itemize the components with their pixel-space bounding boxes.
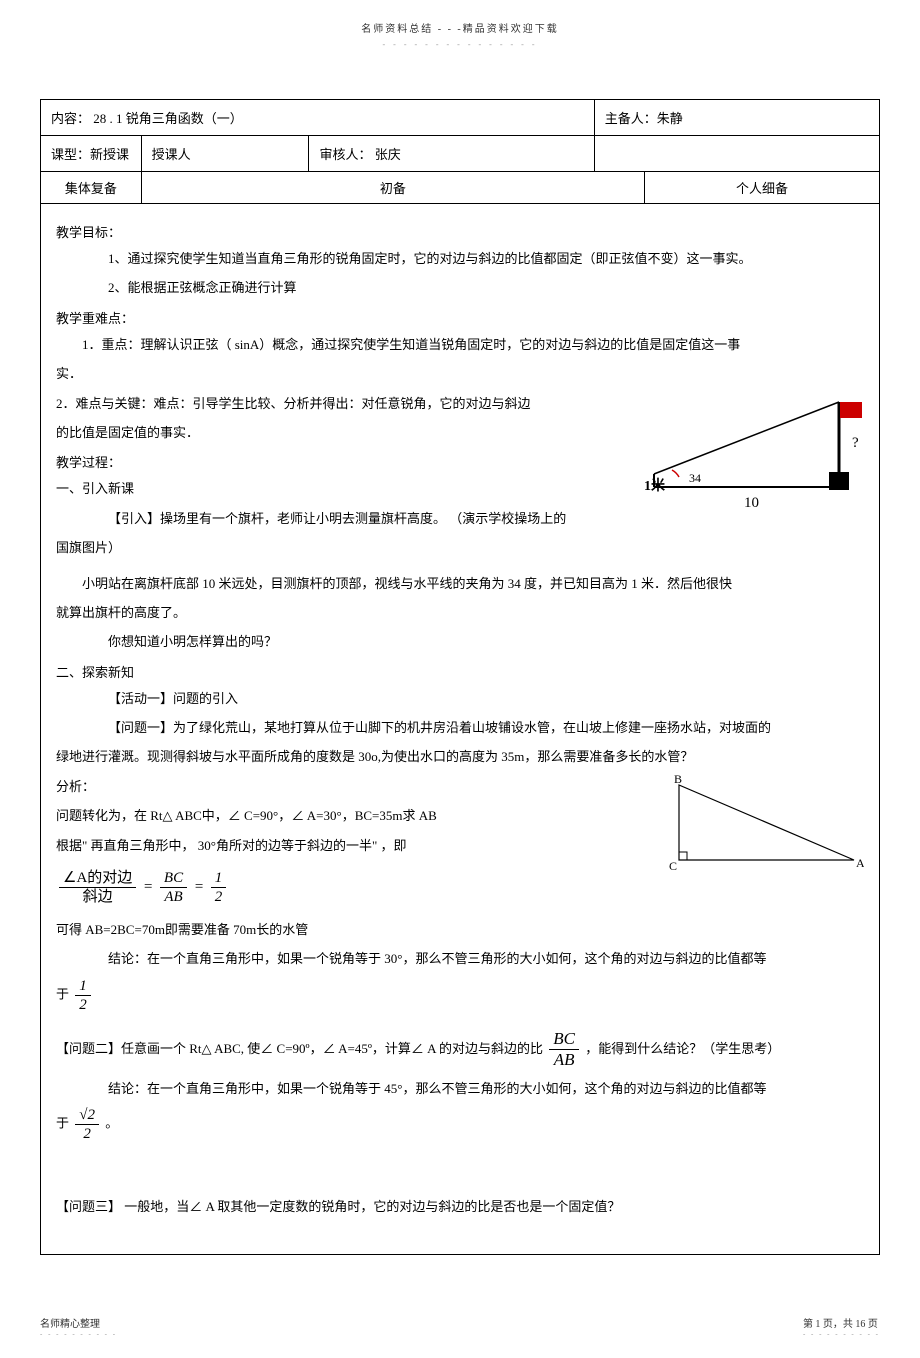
footer-right: 第 1 页，共 16 页 [803, 1315, 880, 1330]
kp1: 1．重点：理解认识正弦（ sinA）概念，通过探究使学生知道当锐角固定时，它的对… [56, 333, 864, 356]
footer-dots-left: - - - - - - - - - - [40, 1330, 117, 1338]
col1-header: 集体复备 [41, 172, 142, 204]
result1: 可得 AB=2BC=70m即需要准备 70m长的水管 [56, 918, 864, 941]
concl1a: 结论：在一个直角三角形中，如果一个锐角等于 30°，那么不管三角形的大小如何，这… [56, 947, 864, 970]
kp1b: 实． [56, 362, 864, 385]
page-header: 名师资料总结 - - -精品资料欢迎下载 [40, 20, 880, 35]
concl2a: 结论：在一个直角三角形中，如果一个锐角等于 45°，那么不管三角形的大小如何，这… [56, 1077, 864, 1100]
footer-left: 名师精心整理 [40, 1315, 117, 1330]
concl1b: 于 12 [56, 977, 864, 1014]
footer-dots-right: - - - - - - - - - - [803, 1330, 880, 1338]
q1b: 绿地进行灌溉。现测得斜坡与水平面所成角的度数是 30o,为使出水口的高度为 35… [56, 745, 864, 768]
empty-cell [594, 136, 879, 172]
triangle-svg: B C A [664, 775, 864, 875]
svg-text:10: 10 [744, 495, 759, 511]
q1: 【问题一】为了绿化荒山，某地打算从位于山脚下的机井房沿着山坡铺设水管，在山坡上修… [56, 716, 864, 739]
col2-header: 初备 [141, 172, 644, 204]
intro2: 小明站在离旗杆底部 10 米远处，目测旗杆的顶部，视线与水平线的夹角为 34 度… [56, 572, 864, 595]
flagpole-svg: 34 1米 10 ? [644, 392, 864, 512]
goals-title: 教学目标： [56, 222, 864, 241]
concl2b-post: 。 [105, 1115, 118, 1130]
teacher: 授课人 [141, 136, 309, 172]
table-row-1: 内容： 28 . 1 锐角三角函数（一） 主备人：朱静 [41, 100, 880, 136]
intro1b: 国旗图片） [56, 536, 864, 559]
svg-text:C: C [669, 859, 677, 873]
svg-text:B: B [674, 775, 682, 786]
page-footer: 名师精心整理 - - - - - - - - - - 第 1 页，共 16 页 … [40, 1315, 880, 1338]
lesson-plan-table: 内容： 28 . 1 锐角三角函数（一） 主备人：朱静 课型：新授课 授课人 审… [40, 99, 880, 1255]
svg-text:?: ? [852, 435, 859, 451]
q3: 【问题三】 一般地，当∠ A 取其他一定度数的锐角时，它的对边与斜边的比是否也是… [56, 1195, 864, 1218]
intro3: 你想知道小明怎样算出的吗？ [56, 630, 864, 653]
author-cell: 主备人：朱静 [594, 100, 879, 136]
concl1b-pre: 于 [56, 986, 69, 1001]
concl2b-pre: 于 [56, 1115, 69, 1130]
intro2b: 就算出旗杆的高度了。 [56, 601, 864, 624]
svg-text:1米: 1米 [644, 477, 666, 494]
s2-title: 二、探索新知 [56, 662, 864, 681]
reviewer: 审核人： 张庆 [309, 136, 594, 172]
keypoints-title: 教学重难点： [56, 308, 864, 327]
col3-header: 个人细备 [645, 172, 880, 204]
formula-1: ∠A的对边斜边 = BCAB = 12 [56, 869, 229, 906]
flagpole-diagram: 34 1米 10 ? [644, 392, 864, 516]
goal-1: 1、通过探究使学生知道当直角三角形的锐角固定时，它的对边与斜边的比值都固定（即正… [56, 247, 864, 270]
table-body-row: 教学目标： 1、通过探究使学生知道当直角三角形的锐角固定时，它的对边与斜边的比值… [41, 204, 880, 1255]
act1: 【活动一】问题的引入 [56, 687, 864, 710]
lesson-type: 课型：新授课 [41, 136, 142, 172]
q2b: ，能得到什么结论？（学生思考） [585, 1041, 780, 1056]
svg-text:34: 34 [689, 471, 701, 485]
body-content: 教学目标： 1、通过探究使学生知道当直角三角形的锐角固定时，它的对边与斜边的比值… [41, 204, 880, 1255]
table-row-3: 集体复备 初备 个人细备 [41, 172, 880, 204]
triangle-diagram: B C A [664, 775, 864, 879]
header-dots: - - - - - - - - - - - - - - - [40, 40, 880, 49]
svg-text:A: A [856, 856, 864, 870]
table-row-2: 课型：新授课 授课人 审核人： 张庆 [41, 136, 880, 172]
concl2b: 于 √22 。 [56, 1106, 864, 1143]
content-cell: 内容： 28 . 1 锐角三角函数（一） [41, 100, 595, 136]
goal-2: 2、能根据正弦概念正确进行计算 [56, 276, 864, 299]
q2: 【问题二】任意画一个 Rt△ ABC, 使∠ C=90º，∠ A=45º，计算∠… [56, 1029, 864, 1071]
q2a: 【问题二】任意画一个 Rt△ ABC, 使∠ C=90º，∠ A=45º，计算∠… [56, 1041, 543, 1056]
